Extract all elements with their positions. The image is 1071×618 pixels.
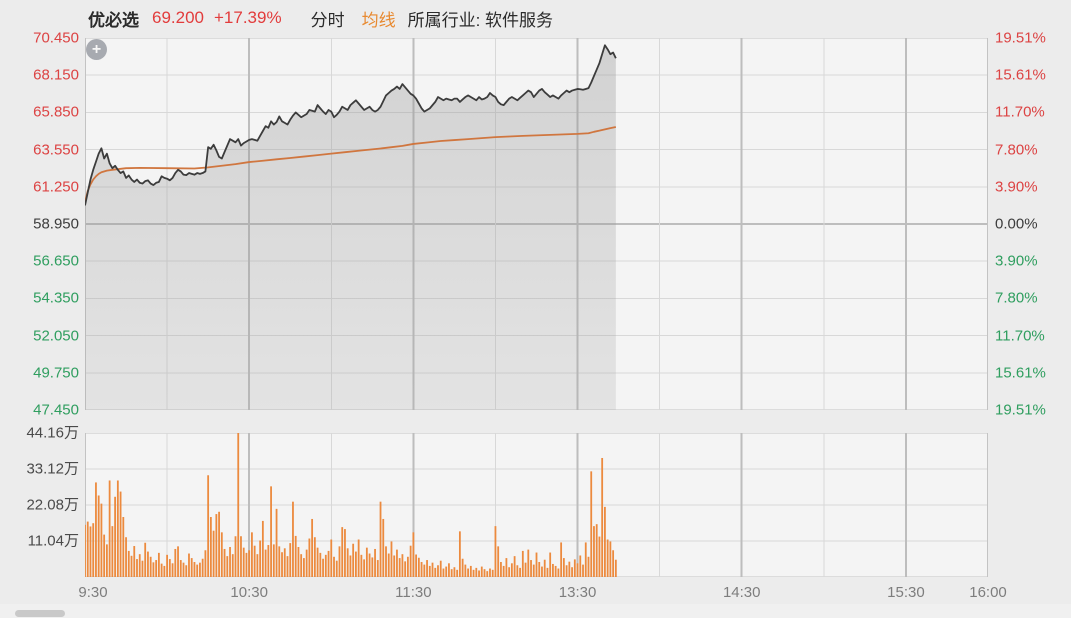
time-axis-label: 11:30 (395, 584, 432, 601)
time-axis-label: 15:30 (887, 584, 925, 601)
volume-chart-svg[interactable] (85, 433, 988, 577)
price-axis-label-left: 68.150 (33, 66, 79, 84)
horizontal-scrollbar-thumb[interactable] (15, 610, 65, 617)
chart-header: 优必选 69.200 +17.39% 分时 均线 所属行业: 软件服务 (88, 6, 553, 30)
price-axis-label-left: 58.950 (33, 215, 79, 233)
price-axis-label-left: 52.050 (33, 327, 79, 345)
percent-axis-label-right: 7.80% (995, 141, 1038, 159)
zoom-in-icon: + (91, 40, 102, 58)
price-axis-label-left: 70.450 (33, 29, 79, 47)
stock-name: 优必选 (88, 10, 139, 30)
price-axis-label-left: 47.450 (33, 401, 79, 419)
zoom-in-button[interactable]: + (86, 39, 107, 60)
volume-axis-label: 33.12万 (26, 460, 79, 478)
stock-change-percent: +17.39% (214, 8, 282, 27)
percent-axis-label-right: 11.70% (995, 327, 1045, 345)
price-axis-label-left: 65.850 (33, 103, 79, 121)
percent-axis-label-right: 3.90% (995, 252, 1038, 270)
price-area-fill (85, 45, 616, 410)
percent-axis-label-right: 0.00% (995, 215, 1038, 233)
price-chart-svg[interactable] (85, 38, 988, 410)
price-chart-pane[interactable] (85, 38, 988, 410)
time-axis-label: 9:30 (78, 584, 108, 601)
average-price-line (85, 126, 617, 203)
volume-axis-label: 22.08万 (26, 496, 79, 514)
percent-axis-label-right: 11.70% (995, 103, 1045, 121)
volume-axis-label: 11.04万 (27, 532, 79, 550)
percent-axis-label-right: 15.61% (995, 364, 1046, 382)
price-axis-label-left: 61.250 (33, 178, 79, 196)
percent-axis-label-right: 7.80% (995, 289, 1038, 307)
price-axis-label-left: 49.750 (33, 364, 79, 382)
price-line (85, 44, 617, 206)
price-axis-label-left: 54.350 (33, 289, 79, 307)
volume-chart-pane[interactable] (85, 433, 988, 577)
time-axis-label: 10:30 (230, 584, 268, 601)
percent-axis-label-right: 15.61% (995, 66, 1046, 84)
percent-axis-label-right: 19.51% (995, 401, 1046, 419)
volume-bars (85, 433, 617, 577)
price-axis-label-left: 56.650 (33, 252, 79, 270)
price-axis-label-left: 63.550 (33, 141, 79, 159)
time-axis-label: 16:00 (969, 584, 1007, 601)
time-axis-label: 14:30 (722, 584, 761, 601)
industry-label: 所属行业: 软件服务 (407, 10, 554, 30)
legend-average-line[interactable]: 均线 (361, 10, 396, 30)
tab-minute-chart[interactable]: 分时 (310, 10, 345, 30)
stock-price: 69.200 (152, 8, 204, 27)
percent-axis-label-right: 19.51% (995, 29, 1046, 47)
percent-axis-label-right: 3.90% (995, 178, 1038, 196)
horizontal-scrollbar-track[interactable] (0, 604, 1071, 618)
time-axis-label: 13:30 (558, 584, 597, 601)
volume-axis-label: 44.16万 (26, 424, 79, 442)
